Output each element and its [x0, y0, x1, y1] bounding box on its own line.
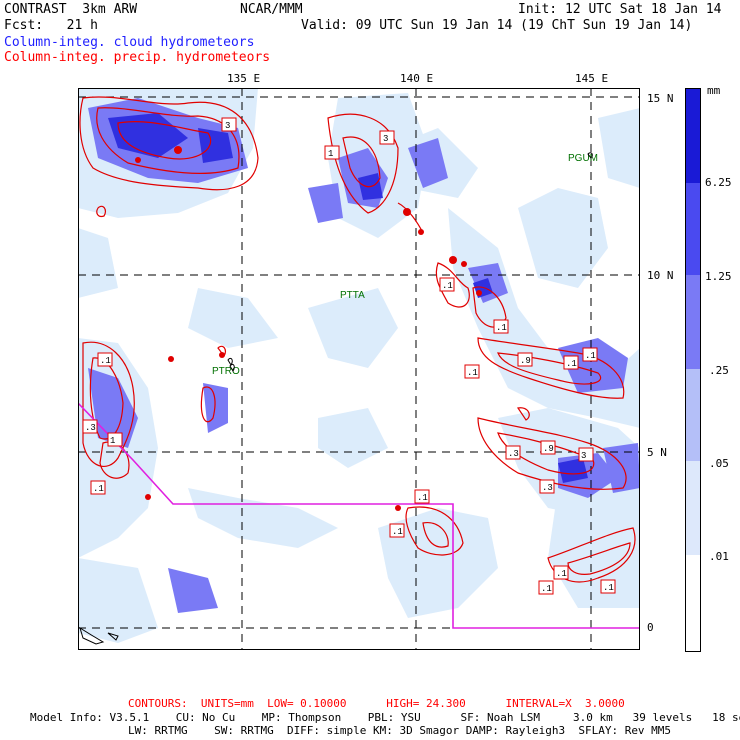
init-time: Init: 12 UTC Sat 18 Jan 14 — [518, 2, 722, 17]
lat-label-5n: 5 N — [647, 446, 667, 459]
contour-value: .9 — [543, 444, 554, 454]
precip-contours — [79, 96, 636, 583]
model-info-line2: LW: RRTMG SW: RRTMG DIFF: simple KM: 3D … — [128, 724, 672, 737]
cloud-light-field — [78, 88, 640, 643]
contour-value: 3 — [225, 121, 230, 131]
legend-precip: Column-integ. precip. hydrometeors — [4, 50, 271, 65]
weather-map: 3 3 1 .1 .1 .1 .3 1 .1 .9 .1 .1 .9 .3 3 … — [78, 88, 640, 650]
contour-value: 3 — [581, 451, 586, 461]
colorbar-seg-6 — [686, 555, 700, 651]
colorbar-seg-1 — [686, 89, 700, 183]
contour-value: .1 — [100, 356, 111, 366]
lat-label-0: 0 — [647, 621, 654, 634]
contour-value: 1 — [110, 436, 115, 446]
lat-label-15n: 15 N — [647, 92, 674, 105]
colorbar-seg-4 — [686, 369, 700, 461]
contour-value: .1 — [392, 527, 403, 537]
center-title: NCAR/MMM — [240, 2, 303, 17]
contour-value: .1 — [603, 583, 614, 593]
contour-value: .3 — [542, 483, 553, 493]
valid-time: Valid: 09 UTC Sun 19 Jan 14 (19 ChT Sun … — [301, 18, 693, 33]
contour-value: .3 — [508, 449, 519, 459]
flight-track — [78, 402, 640, 629]
contour-value: .1 — [566, 359, 577, 369]
colorbar-tick-2: 1.25 — [705, 270, 732, 283]
lon-label-140: 140 E — [400, 72, 434, 85]
contour-label-text: 3 3 1 .1 .1 .1 .3 1 .1 .9 .1 .1 .9 .3 3 … — [85, 121, 614, 594]
colorbar-tick-5: .01 — [709, 550, 729, 563]
contour-value: .1 — [417, 493, 428, 503]
contour-label-boxes — [82, 117, 616, 595]
lat-label-10n: 10 N — [647, 269, 674, 282]
colorbar-unit: mm — [707, 84, 721, 97]
station-marker-ptro — [229, 363, 235, 372]
colorbar-seg-2 — [686, 183, 700, 275]
contour-value: .1 — [556, 569, 567, 579]
contour-value: .1 — [585, 351, 596, 361]
contour-value: .1 — [541, 584, 552, 594]
station-ptta: PTTA — [340, 290, 365, 301]
model-title: CONTRAST 3km ARW — [4, 2, 138, 17]
colorbar-tick-3: .25 — [709, 364, 729, 377]
contour-value: .1 — [496, 323, 507, 333]
colorbar-tick-4: .05 — [709, 457, 729, 470]
contour-value: .1 — [442, 281, 453, 291]
colorbar-tick-1: 6.25 — [705, 176, 732, 189]
station-ptro: PTRO — [212, 366, 240, 377]
forecast-hour: Fcst: 21 h — [4, 18, 98, 33]
colorbar-seg-5 — [686, 461, 700, 555]
contours-info: CONTOURS: UNITS=mm LOW= 0.10000 HIGH= 24… — [128, 697, 625, 710]
model-info-line1: Model Info: V3.5.1 CU: No Cu MP: Thompso… — [30, 711, 740, 724]
lon-label-145: 145 E — [575, 72, 609, 85]
colorbar — [685, 88, 701, 652]
contour-value: .1 — [467, 368, 478, 378]
contour-value: .3 — [85, 423, 96, 433]
lon-label-135: 135 E — [227, 72, 261, 85]
precip-cores — [135, 146, 482, 511]
contour-value: .1 — [93, 484, 104, 494]
contour-value: 3 — [383, 134, 388, 144]
contour-value: 1 — [328, 149, 333, 159]
legend-cloud: Column-integ. cloud hydrometeors — [4, 35, 255, 50]
station-pgum: PGUM — [568, 153, 598, 164]
contour-value: .9 — [520, 356, 531, 366]
station-marker-pgum — [587, 152, 593, 159]
colorbar-seg-3 — [686, 275, 700, 369]
